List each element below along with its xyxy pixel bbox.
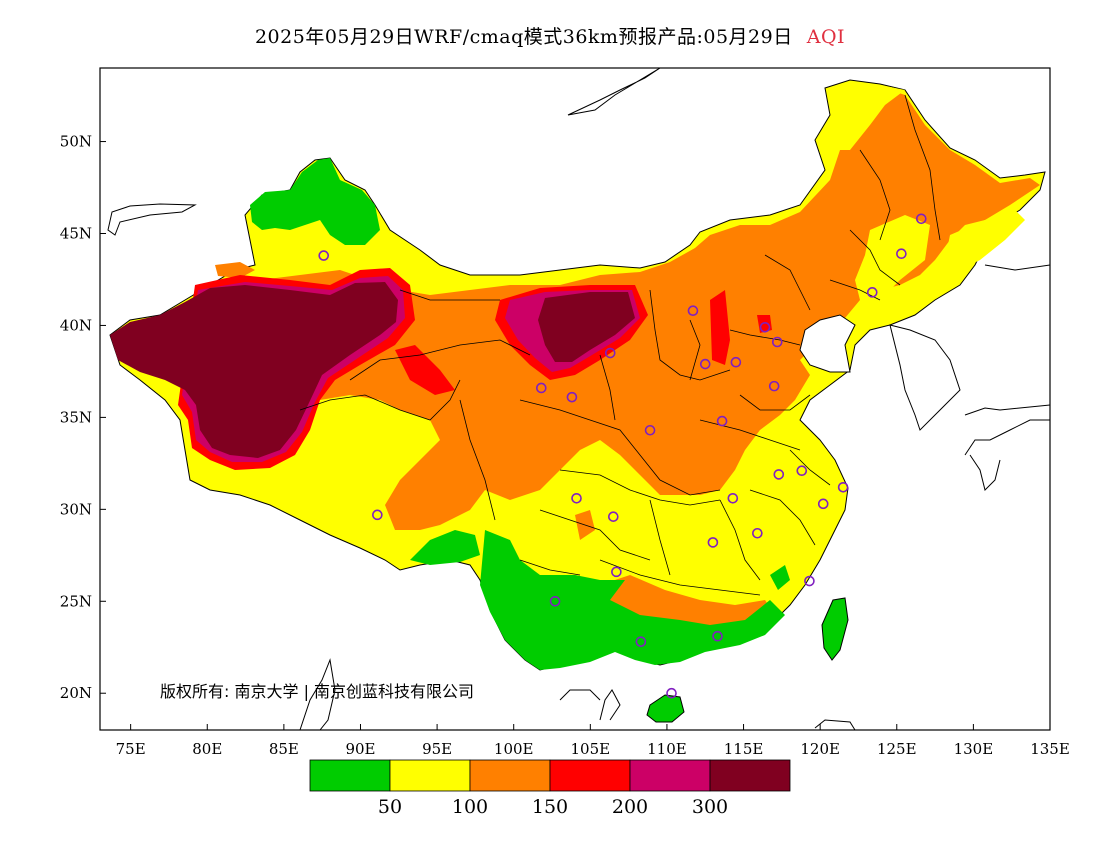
station-marker: [752, 527, 763, 539]
station-marker: [768, 380, 780, 392]
legend-label: 150: [532, 796, 568, 818]
station-marker: [604, 347, 616, 359]
lat-tick-label: 50N: [60, 133, 92, 151]
legend-swatch: [309, 759, 391, 792]
legend-label: 100: [452, 796, 488, 818]
region-green-tibet: [410, 530, 480, 565]
station-marker: [644, 424, 656, 436]
legend-swatch: [469, 759, 551, 792]
station-marker: [759, 321, 771, 333]
coastlines: [107, 68, 1050, 730]
station-marker: [712, 630, 723, 642]
station-marker: [730, 356, 742, 368]
legend-label: 50: [378, 796, 402, 818]
longitude-axis: 75E 80E 85E 90E 95E 100E 105E 110E 115E 120E 125E 1…: [116, 724, 1070, 758]
legend-swatch: [549, 759, 631, 792]
lon-tick-label: 100E: [494, 740, 534, 758]
station-marker: [773, 469, 785, 480]
lon-tick-label: 135E: [1030, 740, 1070, 758]
variable-label: AQI: [806, 26, 846, 48]
lon-tick-label: 75E: [116, 740, 146, 758]
region-yellow-ne-2: [945, 210, 1025, 270]
lon-tick-label: 130E: [954, 740, 994, 758]
legend-label: 200: [612, 796, 648, 818]
station-marker: [915, 213, 927, 225]
region-green-south: [480, 530, 785, 670]
station-marker: [707, 537, 719, 548]
lon-tick-label: 120E: [800, 740, 840, 758]
station-markers: [318, 213, 927, 699]
region-hazardous-taklamakan: [110, 282, 398, 458]
station-marker: [635, 636, 647, 648]
region-orange-northwest: [215, 262, 255, 278]
station-marker: [771, 336, 783, 348]
region-red-shanxi: [710, 290, 730, 365]
station-marker: [716, 415, 728, 427]
region-red-qinghai: [395, 345, 455, 395]
province-borders: [299, 94, 941, 596]
station-marker: [727, 492, 739, 504]
region-green-hainan: [646, 694, 685, 723]
region-hazardous-alxa: [538, 292, 635, 362]
region-orange-southwest: [455, 395, 540, 480]
region-green-northwest: [250, 158, 380, 245]
legend-swatch: [389, 759, 471, 792]
station-marker: [571, 492, 582, 504]
lon-tick-label: 115E: [724, 740, 764, 758]
legend-swatch: [629, 759, 711, 792]
region-green-taiwan: [821, 597, 849, 661]
map-frame: [99, 67, 1051, 731]
legend-swatch: [709, 759, 791, 792]
bohai-sea: [799, 314, 856, 373]
lat-tick-label: 40N: [60, 316, 92, 334]
lon-tick-label: 125E: [877, 740, 917, 758]
copyright-text: 版权所有: 南京大学 | 南京创蓝科技有限公司: [160, 682, 474, 701]
station-marker: [804, 575, 815, 587]
region-yellow-ne-1: [855, 215, 930, 300]
station-marker: [566, 391, 578, 403]
legend-label: 300: [692, 796, 728, 818]
station-marker: [699, 358, 711, 370]
region-yellow-ne-3: [830, 85, 905, 150]
lat-tick-label: 20N: [60, 684, 92, 702]
station-marker: [866, 287, 878, 298]
station-marker: [535, 382, 547, 394]
lon-tick-label: 90E: [345, 740, 375, 758]
station-marker: [611, 566, 622, 578]
lon-tick-label: 80E: [192, 740, 222, 758]
lat-tick-label: 25N: [60, 592, 92, 610]
station-marker: [666, 687, 677, 699]
station-marker: [796, 465, 808, 477]
station-marker: [372, 509, 383, 521]
station-marker: [608, 511, 619, 522]
title-text: 2025年05月29日WRF/cmaq模式36km预报产品:05月29日: [254, 26, 793, 48]
region-green-east: [770, 565, 790, 590]
lat-tick-label: 30N: [60, 500, 92, 518]
station-marker: [896, 248, 907, 260]
station-marker: [549, 595, 561, 607]
station-marker: [837, 481, 849, 493]
lon-tick-label: 105E: [571, 740, 611, 758]
lon-tick-label: 95E: [422, 740, 452, 758]
lon-tick-label: 110E: [647, 740, 687, 758]
station-marker: [318, 250, 330, 261]
station-marker: [817, 498, 829, 510]
map-content: 版权所有: 南京大学 | 南京创蓝科技有限公司: [107, 68, 1050, 730]
aqi-legend: 50 100 150 200 300: [309, 759, 791, 818]
lat-tick-label: 35N: [60, 408, 92, 426]
lon-tick-label: 85E: [269, 740, 299, 758]
map-title: 2025年05月29日WRF/cmaq模式36km预报产品:05月29日 AQI: [0, 22, 1100, 49]
lat-tick-label: 45N: [60, 225, 92, 243]
station-marker: [687, 305, 699, 317]
latitude-axis: 50N 45N 40N 35N 30N 25N 20N: [60, 133, 106, 702]
